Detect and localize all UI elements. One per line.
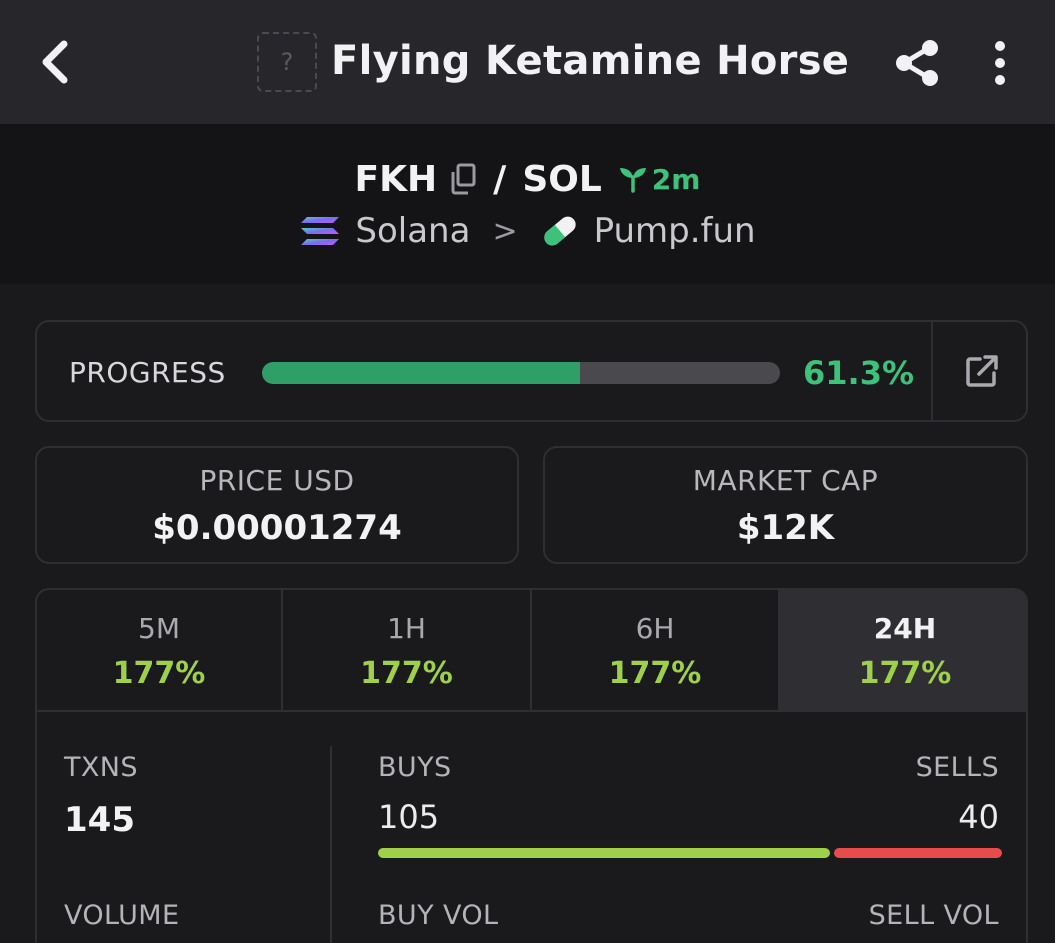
- sells-ratio-bar: [834, 848, 1002, 858]
- buy-vol-label: BUY VOL: [378, 900, 499, 931]
- timeframe-stats-card: 5M 177% 1H 177% 6H 177% 24H 177% TXNS 14…: [35, 588, 1028, 943]
- sell-vol-label: SELL VOL: [868, 900, 999, 931]
- price-usd-card: PRICE USD $0.00001274: [35, 446, 519, 564]
- tab-label: 1H: [387, 612, 426, 645]
- pair-info-bar: FKH / SOL 2m: [0, 124, 1055, 284]
- tab-change-value: 177%: [858, 656, 952, 691]
- buys-label: BUYS: [378, 752, 452, 783]
- external-link-icon: [965, 355, 998, 387]
- copy-icon[interactable]: [449, 163, 477, 195]
- tab-label: 6H: [635, 612, 675, 645]
- back-button[interactable]: [30, 34, 78, 90]
- progress-bar-fill: [262, 362, 580, 384]
- open-external-button[interactable]: [935, 322, 1028, 420]
- pair-line: FKH / SOL 2m: [0, 154, 1055, 204]
- token-logo-placeholder: ?: [257, 32, 317, 92]
- pair-age-text: 2m: [651, 162, 701, 196]
- more-vertical-icon: [995, 41, 1005, 85]
- tab-1h[interactable]: 1H 177%: [283, 590, 532, 712]
- tab-label: 24H: [873, 612, 937, 645]
- chevron-left-icon: [42, 40, 68, 84]
- tab-5m[interactable]: 5M 177%: [37, 590, 283, 712]
- buys-ratio-bar: [378, 848, 830, 858]
- share-button[interactable]: [888, 34, 946, 92]
- solana-icon: [301, 217, 340, 245]
- chain-breadcrumb: Solana > Pump.fun: [0, 206, 1055, 256]
- share-icon: [896, 40, 938, 86]
- volume-label: VOLUME: [64, 900, 180, 931]
- market-cap-label: MARKET CAP: [692, 464, 879, 497]
- txns-divider: [330, 746, 332, 943]
- token-logo-text: ?: [280, 48, 294, 76]
- tab-change-value: 177%: [608, 656, 702, 691]
- price-value: $0.00001274: [152, 508, 402, 548]
- progress-value: 61.3%: [803, 354, 915, 392]
- pair-separator: /: [493, 158, 507, 200]
- chain-name[interactable]: Solana: [355, 211, 471, 251]
- tab-6h[interactable]: 6H 177%: [532, 590, 780, 712]
- pair-age-badge: 2m: [618, 162, 701, 196]
- market-cap-value: $12K: [736, 508, 835, 548]
- price-label: PRICE USD: [199, 464, 355, 497]
- sprout-icon: [619, 168, 646, 193]
- sells-value: 40: [958, 798, 999, 836]
- sells-label: SELLS: [915, 752, 999, 783]
- buys-value: 105: [378, 798, 440, 836]
- tab-label: 5M: [138, 612, 180, 645]
- pill-icon: [543, 216, 576, 246]
- top-app-bar: ? Flying Ketamine Horse: [0, 0, 1055, 124]
- txns-label: TXNS: [64, 752, 138, 783]
- txns-value: 145: [64, 800, 135, 840]
- more-options-button[interactable]: [975, 34, 1025, 92]
- tab-change-value: 177%: [360, 656, 453, 691]
- pair-quote: SOL: [522, 158, 602, 200]
- pair-symbol: FKH: [354, 158, 438, 200]
- dex-name[interactable]: Pump.fun: [593, 211, 756, 251]
- progress-label: PROGRESS: [69, 356, 226, 389]
- progress-divider: [931, 322, 933, 420]
- breadcrumb-separator: >: [492, 213, 518, 249]
- tab-change-value: 177%: [112, 656, 206, 691]
- progress-bar: [262, 362, 780, 384]
- page-title: Flying Ketamine Horse: [331, 38, 850, 84]
- tab-24h[interactable]: 24H 177%: [780, 590, 1026, 712]
- market-cap-card: MARKET CAP $12K: [543, 446, 1028, 564]
- bonding-progress-card: PROGRESS 61.3%: [35, 320, 1028, 422]
